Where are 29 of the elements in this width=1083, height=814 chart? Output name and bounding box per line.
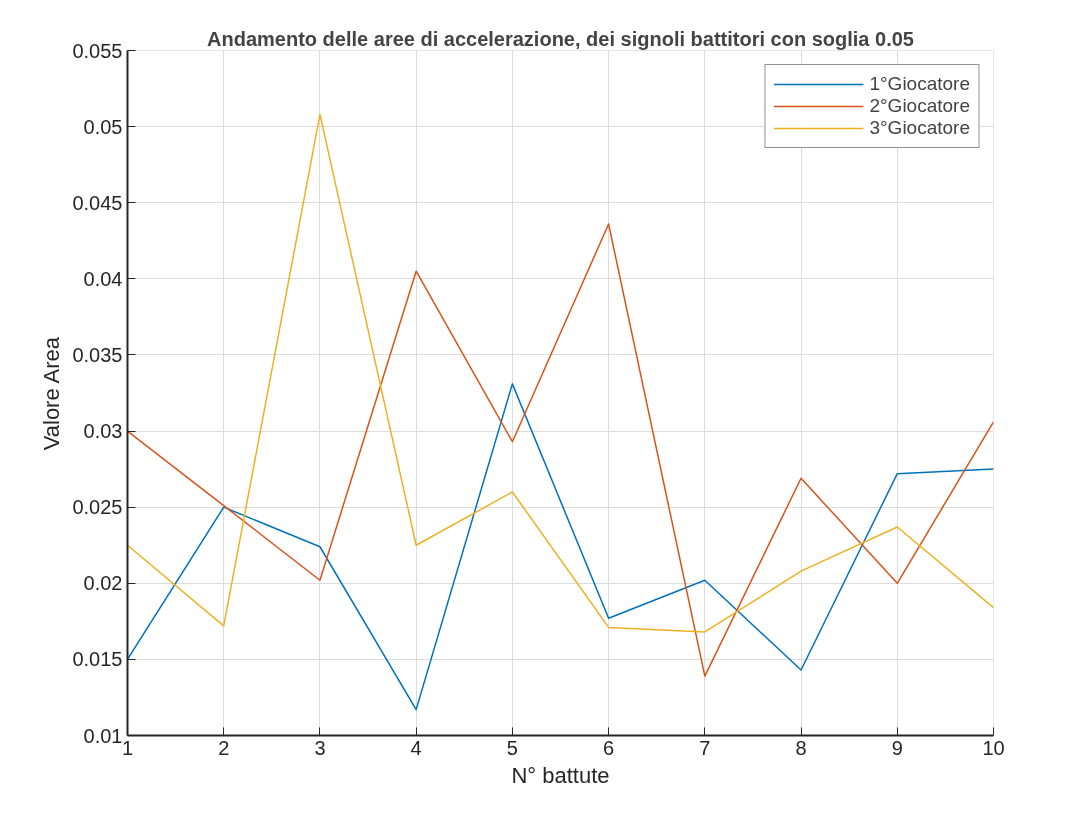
x-tick-label: 4 <box>410 736 422 759</box>
y-tick-label: 0.045 <box>72 191 123 214</box>
chart-title: Andamento delle aree di accelerazione, dei signoli battitori con soglia 0.05 <box>207 27 914 50</box>
y-tick-label: 0.03 <box>83 420 123 443</box>
y-tick-label: 0.01 <box>83 724 123 747</box>
x-tick-label: 10 <box>982 736 1005 759</box>
y-tick-label: 0.05 <box>83 115 123 138</box>
line-series <box>127 223 994 677</box>
legend-label: 3°Giocatore <box>869 117 970 139</box>
line-series <box>127 113 994 633</box>
x-axis-title: N° battute <box>511 762 610 788</box>
y-tick-label: 0.04 <box>83 267 123 290</box>
legend-label: 1°Giocatore <box>869 73 970 95</box>
x-tick-label: 1 <box>121 736 134 759</box>
legend-label: 2°Giocatore <box>869 95 970 117</box>
x-tick-label: 7 <box>699 736 711 759</box>
y-tick-label: 0.035 <box>72 343 123 366</box>
y-tick-label: 0.055 <box>72 39 123 62</box>
y-axis-title: Valore Area <box>39 336 65 451</box>
y-tick-label: 0.015 <box>72 648 123 671</box>
x-tick-label: 5 <box>506 736 518 759</box>
x-tick-label: 3 <box>314 736 326 759</box>
x-tick-label: 9 <box>891 736 903 759</box>
y-tick-label: 0.025 <box>72 496 123 519</box>
x-tick-label: 8 <box>795 736 807 759</box>
y-tick-label: 0.02 <box>83 572 123 595</box>
x-tick-label: 6 <box>603 736 615 759</box>
x-tick-label: 2 <box>218 736 230 759</box>
line-series <box>127 383 994 711</box>
